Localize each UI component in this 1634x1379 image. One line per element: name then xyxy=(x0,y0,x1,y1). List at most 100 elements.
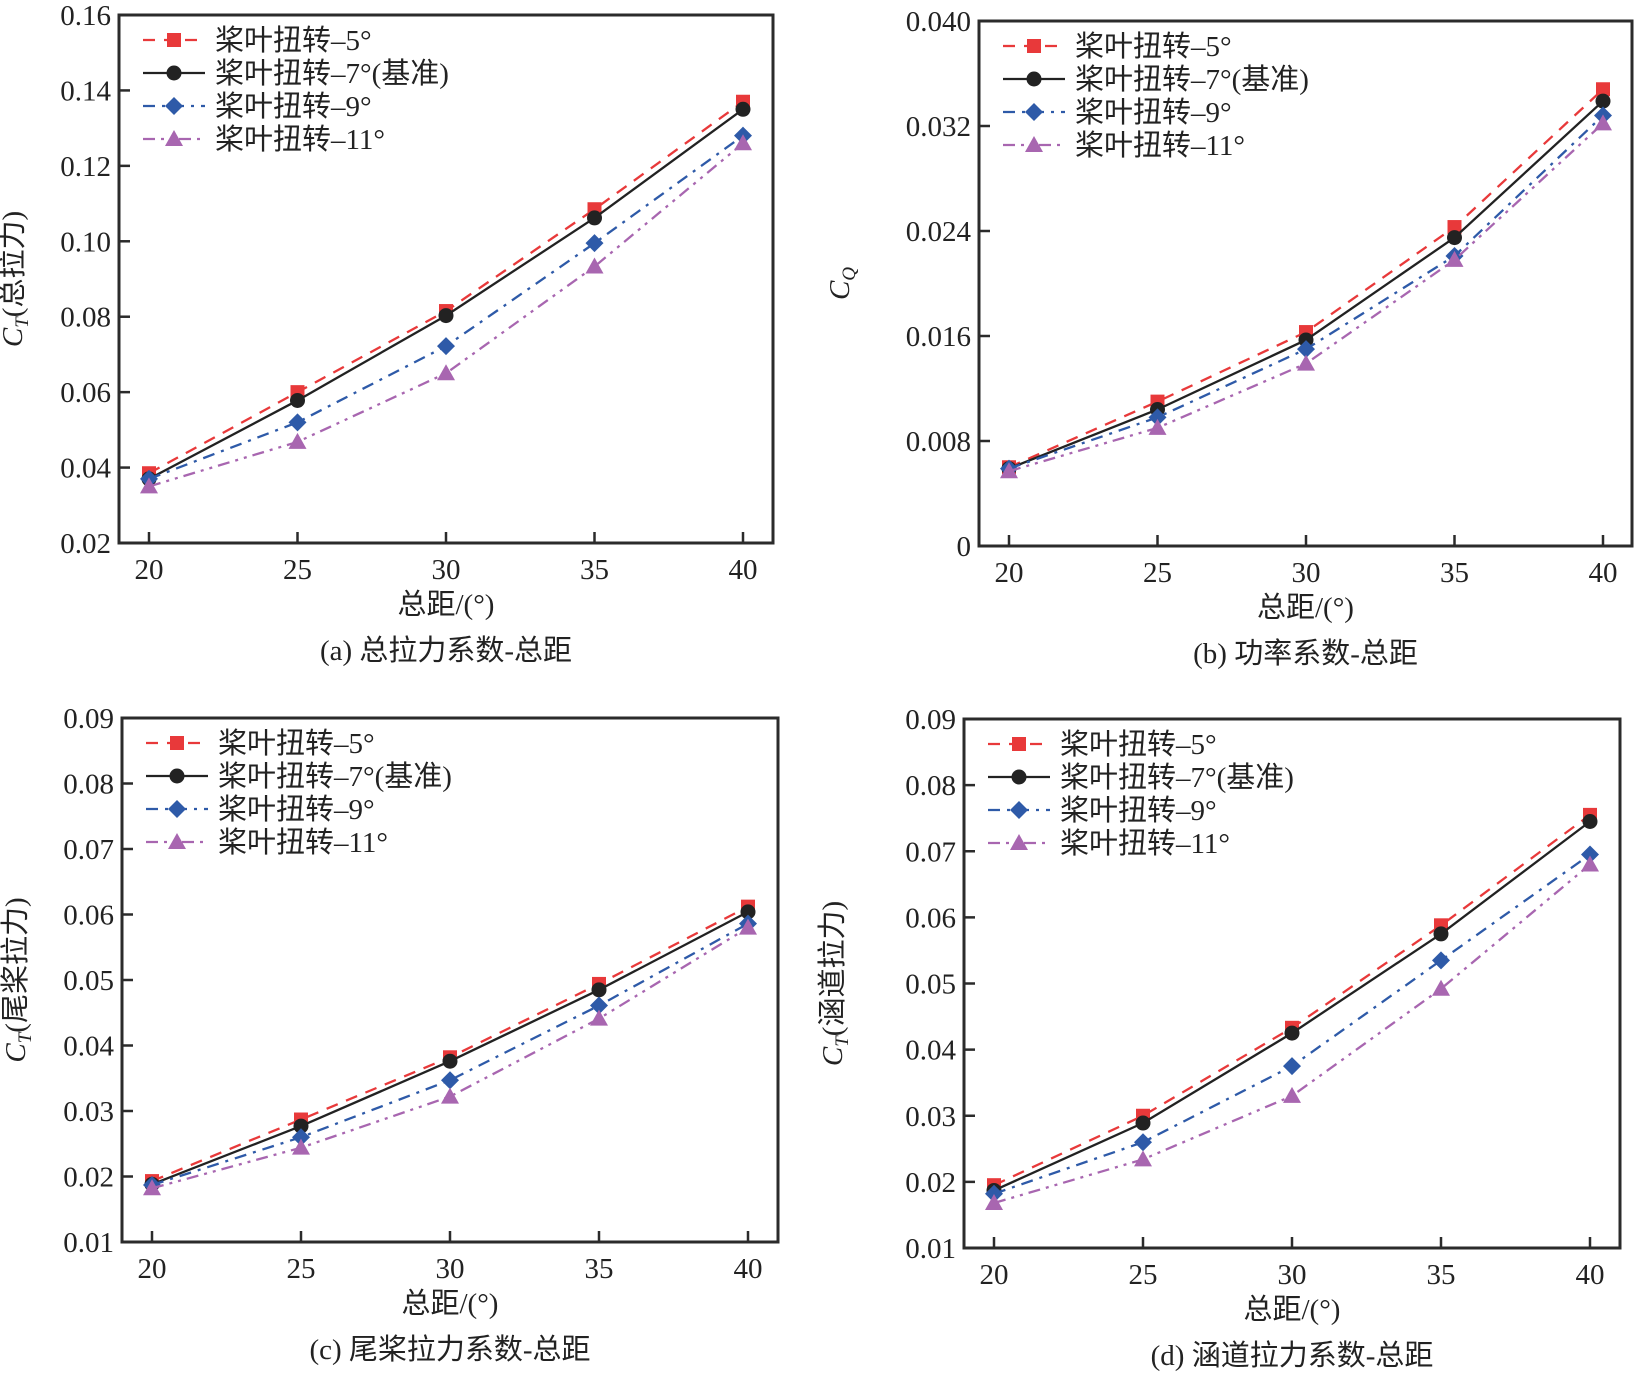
legend-label: 桨叶扭转–7°(基准) xyxy=(1075,63,1309,96)
series-1 xyxy=(145,899,755,1189)
x-tick-label: 25 xyxy=(1143,557,1172,589)
data-point xyxy=(1582,813,1598,829)
data-point xyxy=(140,477,158,494)
legend-label: 桨叶扭转–7°(基准) xyxy=(1060,761,1294,794)
legend-marker xyxy=(1025,136,1043,152)
y-tick-label: 0.14 xyxy=(60,75,111,107)
y-axis-label-symbol: C xyxy=(817,1046,849,1066)
y-axis-label-text: (总拉力) xyxy=(0,211,29,317)
x-tick-label: 40 xyxy=(729,554,758,586)
data-point xyxy=(293,1118,309,1134)
data-point xyxy=(441,1071,459,1090)
legend-marker xyxy=(1010,834,1028,850)
series-2 xyxy=(986,813,1598,1198)
chart-b: 20 25 30 35 40 0 0.008 0.016 0.024 0.032 0.040 总距/(… xyxy=(824,6,1634,670)
data-point xyxy=(143,1179,161,1196)
data-point xyxy=(591,982,607,998)
x-tick-label: 25 xyxy=(1129,1259,1158,1291)
data-point xyxy=(1596,82,1610,97)
data-point xyxy=(1432,979,1450,996)
y-tick-label: 0.016 xyxy=(906,321,971,353)
x-tick-label: 35 xyxy=(1427,1259,1456,1291)
y-tick-label: 0.01 xyxy=(905,1233,956,1265)
y-tick-label: 0.08 xyxy=(63,769,114,801)
series-3 xyxy=(985,845,1599,1203)
x-axis-label: 总距/(°) xyxy=(1244,1293,1341,1326)
x-tick-label: 25 xyxy=(283,554,312,586)
series-line xyxy=(151,905,749,1183)
legend-item: 桨叶扭转–5° xyxy=(1003,30,1232,63)
data-point xyxy=(587,210,602,226)
legend-item: 桨叶扭转–11° xyxy=(143,123,385,156)
data-point xyxy=(1581,845,1599,864)
legend-item: 桨叶扭转–5° xyxy=(988,728,1217,761)
legend-marker xyxy=(169,768,185,784)
x-tick-label: 20 xyxy=(138,1253,167,1285)
chart-caption: (c) 尾桨拉力系数-总距 xyxy=(309,1333,590,1366)
legend-label: 桨叶扭转–9° xyxy=(1075,96,1232,129)
legend-marker xyxy=(1010,801,1028,819)
series-1 xyxy=(987,807,1597,1193)
y-tick-label: 0.02 xyxy=(63,1162,114,1194)
y-tick-label: 0.04 xyxy=(905,1035,956,1067)
data-point xyxy=(585,257,604,274)
y-axis-label-symbol: C xyxy=(0,327,29,347)
y-tick-label: 0.040 xyxy=(906,6,971,38)
legend-label: 桨叶扭转–11° xyxy=(1060,827,1230,860)
x-tick-label: 30 xyxy=(1278,1259,1307,1291)
y-tick-label: 0.04 xyxy=(60,453,111,485)
data-point xyxy=(438,308,454,324)
legend-marker xyxy=(1027,39,1041,53)
data-point xyxy=(1447,220,1462,235)
x-tick-label: 40 xyxy=(734,1253,763,1285)
data-point xyxy=(734,134,752,151)
data-point xyxy=(290,392,305,408)
legend-item: 桨叶扭转–9° xyxy=(988,794,1217,827)
legend-marker xyxy=(1026,71,1042,87)
legend-label: 桨叶扭转–11° xyxy=(218,826,388,859)
series-line xyxy=(148,108,744,480)
legend-marker xyxy=(1011,769,1027,785)
legend-marker xyxy=(167,33,181,47)
chart-caption: (d) 涵道拉力系数-总距 xyxy=(1151,1339,1434,1372)
y-tick-label: 0.05 xyxy=(905,969,956,1001)
data-point xyxy=(985,1184,1003,1203)
x-tick-label: 30 xyxy=(432,554,461,586)
data-point xyxy=(590,1009,608,1026)
data-point xyxy=(1135,1115,1151,1131)
y-tick-label: 0.06 xyxy=(905,902,956,934)
legend-label: 桨叶扭转–9° xyxy=(215,90,372,123)
series-line xyxy=(1008,122,1604,473)
legend-item: 桨叶扭转–9° xyxy=(143,90,372,123)
data-point xyxy=(1148,408,1167,427)
legend-marker xyxy=(1025,103,1043,121)
legend-label: 桨叶扭转–5° xyxy=(1075,30,1232,63)
x-axis-label: 总距/(°) xyxy=(402,1287,499,1320)
legend-label: 桨叶扭转–5° xyxy=(1060,728,1217,761)
series-4 xyxy=(1000,114,1612,479)
data-point xyxy=(1283,1057,1301,1076)
legend-item: 桨叶扭转–7°(基准) xyxy=(146,760,452,793)
legend-item: 桨叶扭转–7°(基准) xyxy=(143,57,449,90)
data-point xyxy=(739,918,757,935)
y-tick-label: 0.04 xyxy=(63,1031,114,1063)
y-tick-label: 0.008 xyxy=(906,426,971,458)
data-point xyxy=(442,1053,458,1069)
y-tick-label: 0.07 xyxy=(905,836,956,868)
legend-marker xyxy=(165,97,183,115)
x-tick-label: 35 xyxy=(580,554,609,586)
chart-caption: (a) 总拉力系数-总距 xyxy=(320,634,572,667)
legend-marker xyxy=(168,833,186,849)
data-point xyxy=(590,996,608,1015)
data-point xyxy=(1283,1086,1301,1103)
legend-label: 桨叶扭转–5° xyxy=(218,727,375,760)
y-axis-label-symbol: C xyxy=(0,1043,32,1063)
data-point xyxy=(585,234,604,253)
x-tick-label: 25 xyxy=(287,1253,316,1285)
data-point xyxy=(441,1087,459,1104)
data-point xyxy=(1134,1133,1152,1152)
y-tick-label: 0.06 xyxy=(63,900,114,932)
legend-item: 桨叶扭转–5° xyxy=(143,24,372,57)
data-point xyxy=(1134,1150,1152,1167)
